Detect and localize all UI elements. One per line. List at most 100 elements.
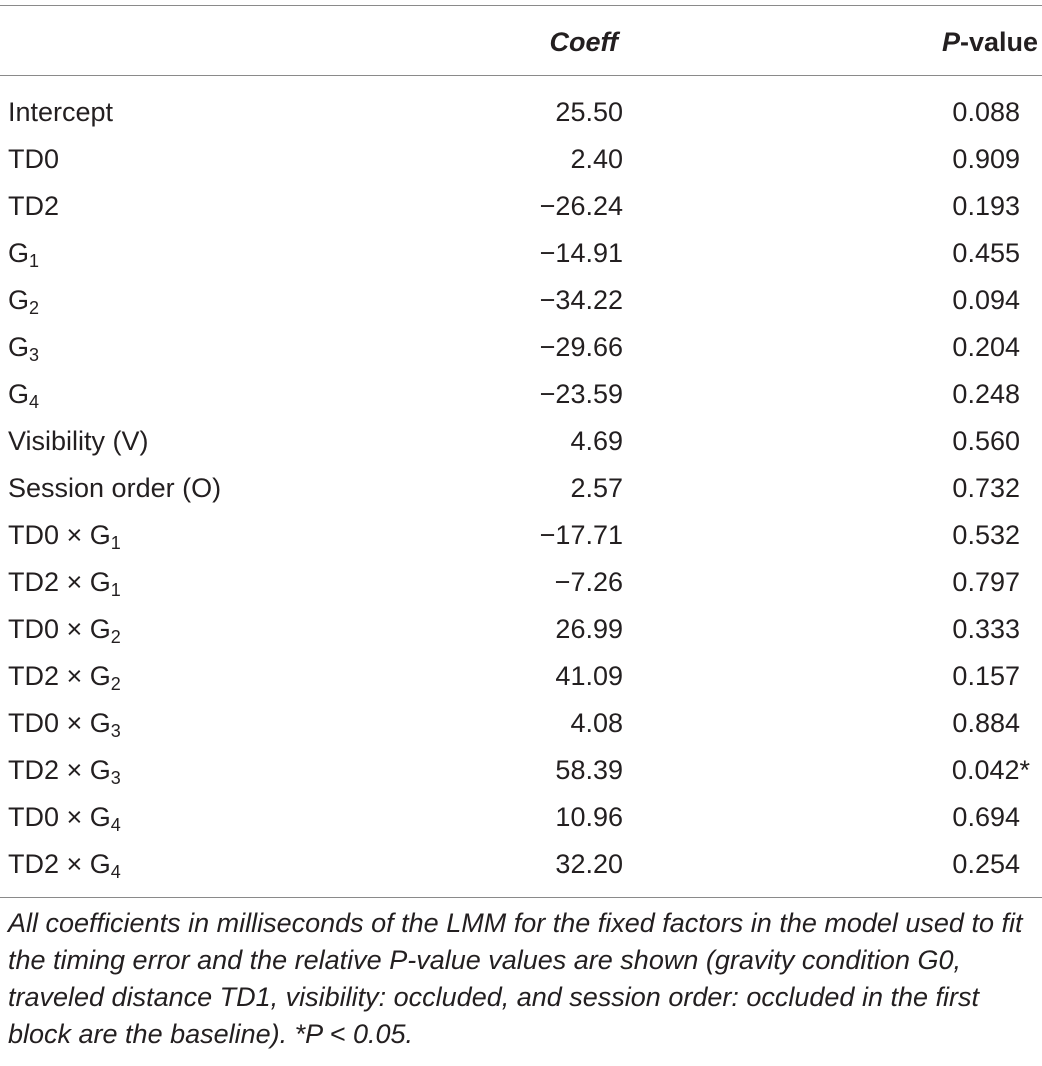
term-text: TD0 × G — [8, 708, 111, 738]
coeff-cell: −7.26 — [554, 567, 623, 597]
term-text: TD0 — [8, 144, 60, 174]
term-cell: Visibility (V) — [8, 418, 408, 465]
term-subscript: 4 — [110, 815, 121, 835]
coeff-cell: −26.24 — [539, 191, 623, 221]
term-cell: TD0 × G2 — [8, 606, 408, 653]
table-row: Intercept 25.50 0.088 — [0, 89, 1042, 136]
term-cell: TD0 — [8, 136, 408, 183]
coeff-cell: 32.20 — [555, 849, 623, 879]
p-value-cell: 0.333 — [952, 614, 1020, 644]
term-cell: G2 — [8, 277, 408, 324]
term-cell: TD2 × G4 — [8, 841, 408, 888]
column-header-p-value: P-value — [820, 22, 1038, 62]
term-subscript: 1 — [29, 251, 40, 271]
table-body: Intercept 25.50 0.088 TD0 2.40 0.909 TD2 −26.24… — [0, 89, 1042, 888]
term-subscript: 1 — [110, 533, 121, 553]
p-value-cell: 0.042* — [951, 755, 1030, 785]
p-value-cell: 0.204 — [952, 332, 1020, 362]
term-text: G — [8, 285, 30, 315]
term-text: G — [8, 332, 30, 362]
table-row: TD2 × G2 41.09 0.157 — [0, 653, 1042, 700]
term-text: TD0 × G — [8, 520, 111, 550]
term-cell: G3 — [8, 324, 408, 371]
p-suffix: -value — [959, 27, 1038, 57]
coeff-cell: 4.69 — [570, 426, 623, 456]
coeff-cell: −14.91 — [539, 238, 623, 268]
coeff-cell: 58.39 — [555, 755, 623, 785]
p-value-cell: 0.732 — [952, 473, 1020, 503]
coeff-cell: −29.66 — [539, 332, 623, 362]
term-text: TD0 × G — [8, 802, 111, 832]
term-subscript: 3 — [110, 721, 121, 741]
term-cell: TD2 — [8, 183, 408, 230]
table-row: TD2 × G4 32.20 0.254 — [0, 841, 1042, 888]
term-text: TD0 × G — [8, 614, 111, 644]
table-row: G2 −34.22 0.094 — [0, 277, 1042, 324]
coeff-cell: 26.99 — [555, 614, 623, 644]
coeff-cell: 25.50 — [555, 97, 623, 127]
coeff-cell: 4.08 — [570, 708, 623, 738]
top-rule — [0, 5, 1042, 6]
header-rule — [0, 75, 1042, 76]
coeff-cell: −23.59 — [539, 379, 623, 409]
p-value-cell: 0.694 — [952, 802, 1020, 832]
term-subscript: 4 — [110, 862, 121, 882]
p-value-cell: 0.254 — [952, 849, 1020, 879]
table-row: TD2 −26.24 0.193 — [0, 183, 1042, 230]
p-value-cell: 0.532 — [952, 520, 1020, 550]
term-text: TD2 × G — [8, 567, 111, 597]
term-subscript: 1 — [110, 580, 121, 600]
p-letter: P — [941, 27, 960, 57]
term-text: TD2 — [8, 191, 60, 221]
coeff-cell: 10.96 — [555, 802, 623, 832]
term-text: Session order (O) — [8, 473, 222, 503]
term-subscript: 2 — [110, 627, 121, 647]
table-row: TD0 × G4 10.96 0.694 — [0, 794, 1042, 841]
term-cell: TD0 × G4 — [8, 794, 408, 841]
term-cell: TD2 × G1 — [8, 559, 408, 606]
term-text: TD2 × G — [8, 661, 111, 691]
table-row: TD0 2.40 0.909 — [0, 136, 1042, 183]
p-value-cell: 0.560 — [952, 426, 1020, 456]
term-subscript: 3 — [110, 768, 121, 788]
term-text: Visibility (V) — [8, 426, 149, 456]
p-value-cell: 0.884 — [952, 708, 1020, 738]
table-row: Visibility (V) 4.69 0.560 — [0, 418, 1042, 465]
term-cell: Session order (O) — [8, 465, 408, 512]
coeff-cell: 2.40 — [570, 144, 623, 174]
term-cell: G1 — [8, 230, 408, 277]
p-value-cell: 0.094 — [952, 285, 1020, 315]
coeff-cell: 41.09 — [555, 661, 623, 691]
term-cell: TD2 × G2 — [8, 653, 408, 700]
coeff-cell: 2.57 — [570, 473, 623, 503]
p-value-cell: 0.248 — [952, 379, 1020, 409]
term-cell: G4 — [8, 371, 408, 418]
term-text: TD2 × G — [8, 755, 111, 785]
table-row: TD0 × G2 26.99 0.333 — [0, 606, 1042, 653]
term-text: TD2 × G — [8, 849, 111, 879]
term-text: Intercept — [8, 97, 114, 127]
p-value-cell: 0.797 — [952, 567, 1020, 597]
term-cell: TD0 × G3 — [8, 700, 408, 747]
column-header-coeff: Coeff — [549, 27, 618, 57]
table-footnote: All coefficients in milliseconds of the … — [8, 908, 1023, 1049]
term-subscript: 4 — [29, 392, 40, 412]
p-value-cell: 0.193 — [952, 191, 1020, 221]
p-value-cell: 0.157 — [952, 661, 1020, 691]
term-subscript: 3 — [29, 345, 40, 365]
table-row: TD0 × G1 −17.71 0.532 — [0, 512, 1042, 559]
coeff-cell: −34.22 — [539, 285, 623, 315]
p-value-cell: 0.088 — [952, 97, 1020, 127]
table-row: TD0 × G3 4.08 0.884 — [0, 700, 1042, 747]
term-subscript: 2 — [29, 298, 40, 318]
table-row: G1 −14.91 0.455 — [0, 230, 1042, 277]
term-cell: TD2 × G3 — [8, 747, 408, 794]
term-text: G — [8, 238, 30, 268]
p-value-cell: 0.455 — [952, 238, 1020, 268]
term-subscript: 2 — [110, 674, 121, 694]
term-cell: Intercept — [8, 89, 408, 136]
term-text: G — [8, 379, 30, 409]
coeff-cell: −17.71 — [539, 520, 623, 550]
bottom-rule — [0, 897, 1042, 898]
